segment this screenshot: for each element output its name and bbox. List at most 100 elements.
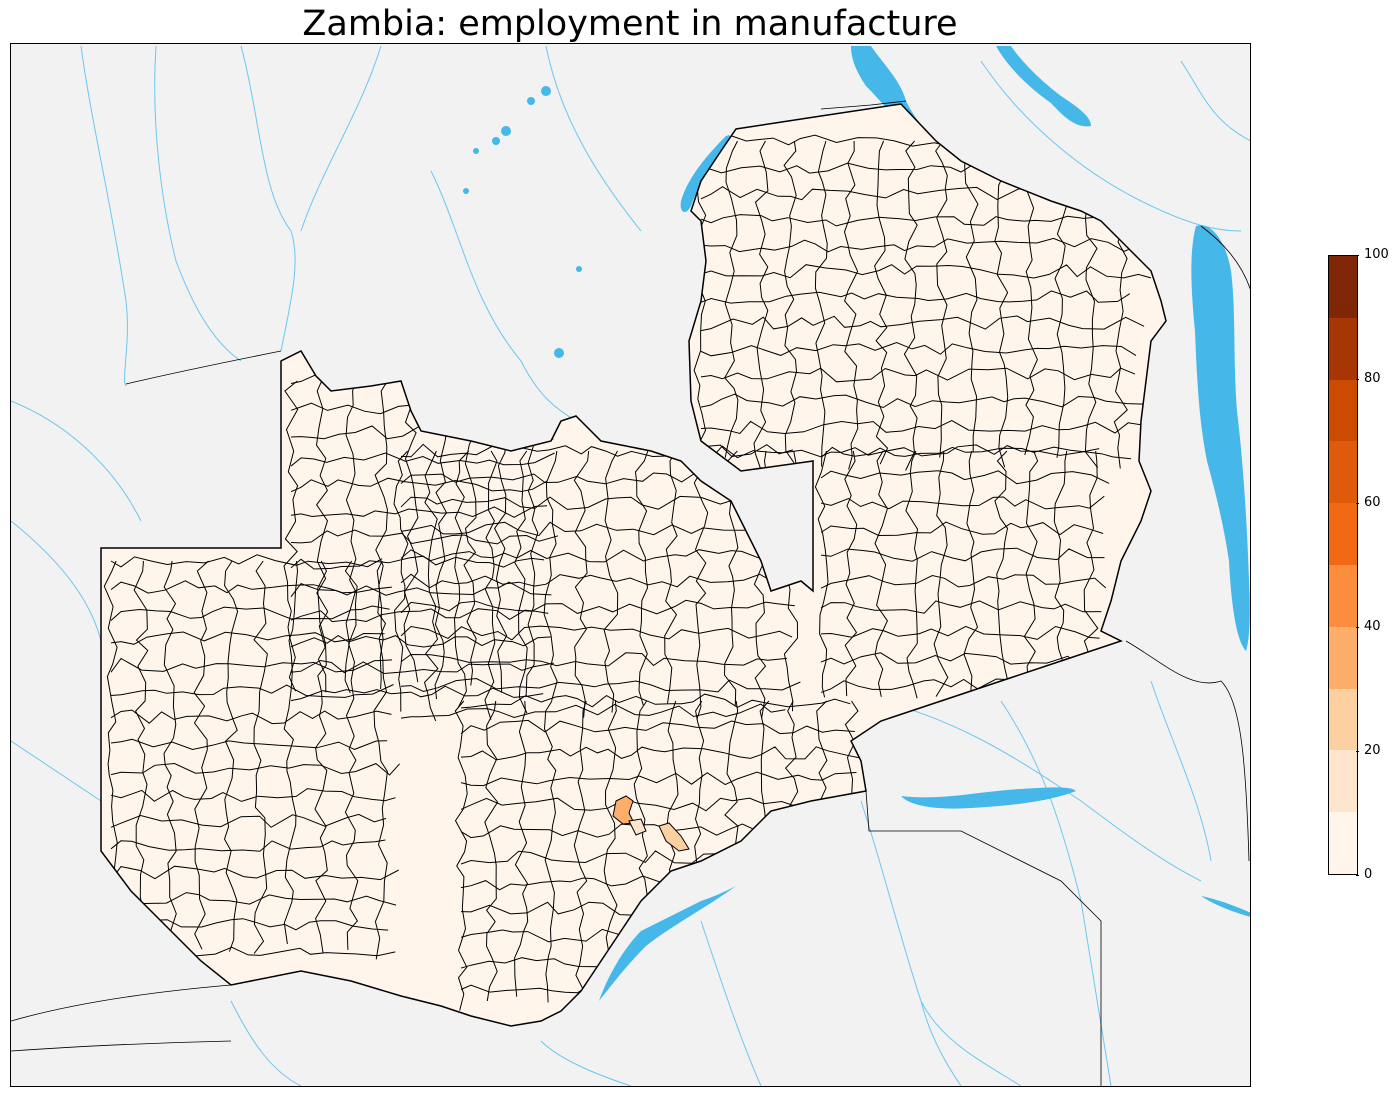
district-line	[933, 450, 949, 697]
colorbar-tick-label: 60	[1364, 495, 1381, 510]
map-title: Zambia: employment in manufacture	[302, 4, 958, 44]
district-line	[693, 140, 707, 460]
map-frame[interactable]	[10, 43, 1251, 1087]
district-line	[874, 450, 888, 697]
colorbar-tick-label: 100	[1364, 247, 1389, 262]
district-line	[110, 554, 383, 568]
district-highlight-kabwe[interactable]	[612, 795, 635, 825]
district-line	[110, 839, 386, 852]
colorbar-tick-label: 80	[1364, 371, 1381, 386]
colorbar-segment	[1329, 626, 1357, 689]
district-line	[253, 560, 268, 954]
district-line	[814, 450, 829, 698]
district-line	[400, 443, 794, 458]
district-line	[700, 367, 1136, 383]
district-line	[905, 450, 919, 699]
district-line	[700, 264, 1152, 279]
district-line	[700, 237, 1142, 253]
district-line	[634, 450, 649, 706]
district-line	[700, 214, 1142, 227]
district-line	[163, 560, 179, 949]
district-line	[400, 573, 790, 589]
district-line	[453, 450, 470, 708]
district-line	[193, 560, 209, 950]
district-line	[820, 600, 1102, 614]
colorbar-segment	[1329, 565, 1357, 627]
district-line	[403, 380, 419, 683]
district-line	[223, 560, 239, 952]
district-line	[460, 797, 850, 812]
country-borders	[11, 100, 1250, 1086]
district-line	[110, 631, 385, 645]
district-line	[315, 380, 329, 693]
colorbar-tick-mark	[1356, 503, 1359, 504]
district-line	[110, 813, 387, 828]
district-line	[400, 677, 801, 693]
district-line	[484, 700, 499, 1002]
colorbar-segment	[1329, 750, 1357, 813]
district-line	[400, 599, 795, 615]
district-line	[1053, 450, 1068, 697]
district-line	[110, 684, 394, 698]
district-line	[820, 495, 1105, 510]
lakes	[463, 46, 1250, 1001]
district-line	[460, 771, 857, 787]
district-line	[700, 315, 1145, 332]
district-line	[373, 560, 388, 960]
district-line	[290, 685, 544, 702]
district-line	[400, 521, 795, 537]
district-line	[290, 505, 548, 518]
district-line	[400, 652, 787, 667]
district-line	[903, 140, 918, 471]
district-line	[460, 693, 851, 709]
district-line	[460, 719, 855, 735]
district-line	[110, 892, 397, 906]
district-line	[290, 529, 559, 545]
district-line	[935, 140, 948, 458]
district-line	[400, 625, 793, 641]
district-line	[753, 140, 769, 470]
district-highlight-chongwe[interactable]	[658, 822, 690, 852]
district-line	[543, 700, 557, 1003]
district-line	[314, 560, 328, 954]
district-line	[844, 450, 858, 697]
district-line	[290, 581, 552, 598]
district-line	[573, 450, 590, 718]
colorbar-tick-mark	[1356, 627, 1359, 628]
district-line	[283, 560, 299, 944]
district-line	[110, 605, 390, 621]
district-line	[110, 762, 400, 776]
district-line	[514, 450, 528, 714]
colorbar-segment	[1329, 503, 1357, 565]
district-line	[603, 450, 619, 713]
colorbar-tick-mark	[1356, 255, 1359, 256]
district-line	[994, 140, 1009, 468]
district-line	[664, 450, 678, 705]
district-line	[514, 700, 529, 997]
district-line	[423, 450, 439, 722]
district-line	[820, 444, 1100, 457]
district-line	[283, 380, 299, 692]
district-line	[290, 555, 545, 570]
district-line	[994, 450, 1009, 693]
district-line	[374, 380, 388, 690]
district-line	[393, 450, 409, 712]
district-line	[700, 445, 1132, 460]
district-line	[290, 452, 555, 467]
map-canvas[interactable]	[11, 44, 1251, 1087]
district-line	[700, 341, 1137, 357]
colorbar-segment	[1329, 379, 1357, 442]
district-line	[543, 450, 558, 701]
highlight-districts[interactable]	[612, 795, 690, 852]
district-line	[820, 574, 1107, 589]
zambia-country[interactable]	[100, 103, 1167, 1027]
district-line	[290, 608, 549, 623]
district-line	[874, 140, 889, 465]
district-highlight-lusaka-area[interactable]	[628, 818, 647, 836]
colorbar-tick-mark	[1356, 751, 1359, 752]
district-line	[820, 652, 1098, 667]
colorbar	[1328, 255, 1358, 875]
district-line	[820, 470, 1110, 485]
district-line	[290, 635, 552, 648]
district-line	[820, 625, 1100, 640]
